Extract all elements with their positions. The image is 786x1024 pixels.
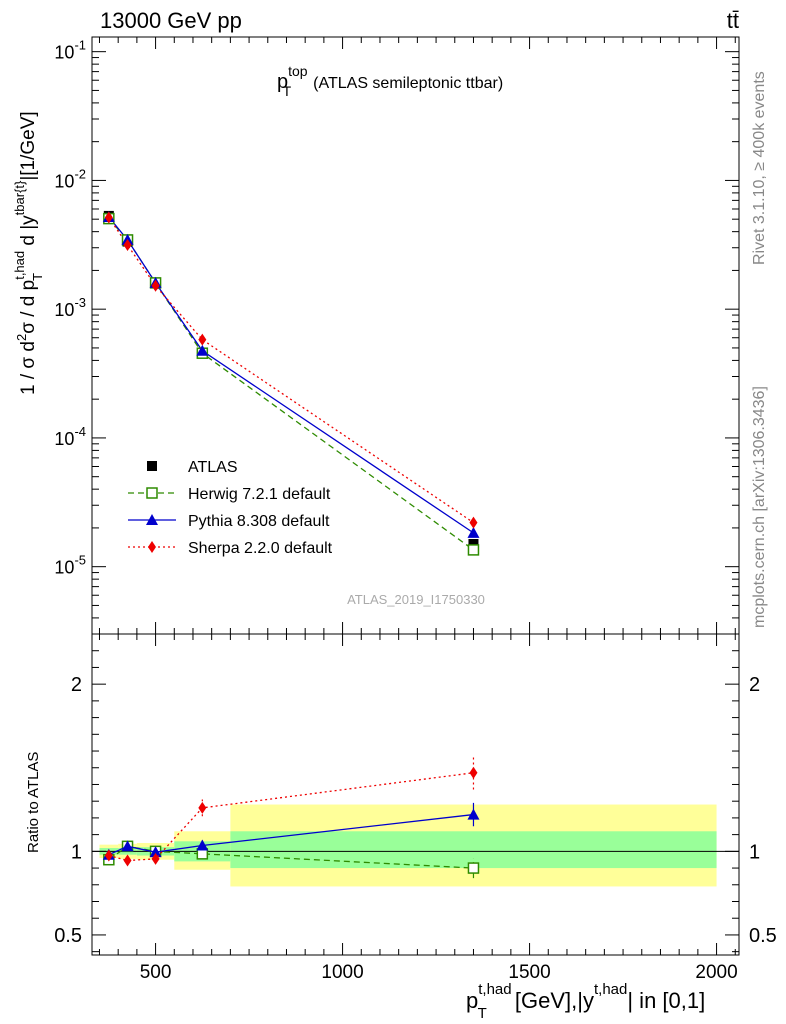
- ratio-y-tick-label: 1: [71, 841, 82, 863]
- x-tick-label: 2000: [695, 962, 737, 983]
- ratio-y-tick-label-right: 1: [749, 841, 760, 863]
- y-tick-label: 10-1: [54, 38, 86, 63]
- ratio-y-tick-label-right: 2: [749, 674, 760, 696]
- uncertainty-band-inner: [230, 831, 717, 869]
- series-line: [108, 218, 474, 551]
- rivet-label: Rivet 3.1.10, ≥ 400k events: [751, 71, 768, 265]
- legend: ATLAS Herwig 7.2.1 default Pythia 8.308 de…: [128, 459, 333, 557]
- data-point: [469, 516, 478, 529]
- ratio-point: [469, 766, 478, 779]
- process-label: 13000 GeV pp: [100, 8, 242, 33]
- ratio-point: [467, 808, 480, 820]
- main-panel: 10-5 10-4 10-3 10-2 10-1: [54, 36, 740, 635]
- main-y-axis-label: 1 / σ d2σ / d pt,had T d |ytbar{t}|[1/GeV…: [12, 111, 45, 395]
- main-series-layer: [102, 210, 480, 556]
- ratio-y-tick-label: 2: [71, 674, 82, 696]
- y-tick-label: 10-2: [54, 166, 86, 191]
- data-point: [467, 544, 480, 556]
- mcplots-label: mcplots.cern.ch [arXiv:1306.3436]: [751, 386, 768, 628]
- ratio-point: [121, 840, 134, 852]
- series-line: [108, 217, 474, 524]
- ratio-series-layer: [102, 756, 480, 879]
- legend-label: Herwig 7.2.1 default: [188, 486, 331, 503]
- ratio-point: [123, 854, 132, 867]
- final-state-label: tt̄: [727, 8, 739, 33]
- y-tick-label: 10-4: [54, 424, 86, 449]
- legend-label: ATLAS: [188, 459, 238, 476]
- legend-label: Pythia 8.308 default: [188, 513, 330, 530]
- legend-label: Sherpa 2.2.0 default: [188, 540, 333, 557]
- data-point: [467, 526, 480, 538]
- x-tick-label: 500: [140, 962, 172, 983]
- legend-marker: [146, 487, 158, 499]
- y-tick-label: 10-3: [54, 295, 86, 320]
- data-point: [151, 279, 160, 292]
- ratio-point: [151, 852, 160, 865]
- ratio-point: [196, 839, 209, 851]
- main-title: ptop T (ATLAS semileptonic ttbar): [277, 63, 503, 99]
- legend-marker: [148, 541, 156, 553]
- ratio-y-tick-label: 0.5: [54, 925, 82, 947]
- legend-marker: [147, 461, 157, 471]
- ratio-bands: [99, 804, 717, 887]
- y-tick-label: 10-5: [54, 553, 86, 578]
- data-point: [123, 239, 132, 252]
- data-point: [196, 344, 209, 356]
- x-tick-label: 1500: [508, 962, 550, 983]
- ratio-point: [149, 846, 162, 858]
- ratio-y-tick-label-right: 0.5: [749, 925, 777, 947]
- ratio-point: [104, 849, 113, 862]
- data-point: [104, 211, 113, 224]
- ratio-frame: [91, 633, 740, 956]
- x-axis-label: pt,had T [GeV],|yt,had| in [0,1]: [466, 981, 705, 1022]
- ratio-y-axis-label: Ratio to ATLAS: [25, 752, 42, 853]
- ratio-panel: 0.5 0.5 1 1 2 2 500 1000 1500 2000: [54, 633, 777, 983]
- data-point: [198, 333, 207, 346]
- ratio-point: [467, 862, 480, 874]
- x-tick-label: 1000: [321, 962, 363, 983]
- data-point: [468, 539, 479, 550]
- legend-marker: [146, 514, 158, 525]
- ratio-point: [198, 801, 207, 814]
- analysis-id: ATLAS_2019_I1750330: [347, 592, 485, 607]
